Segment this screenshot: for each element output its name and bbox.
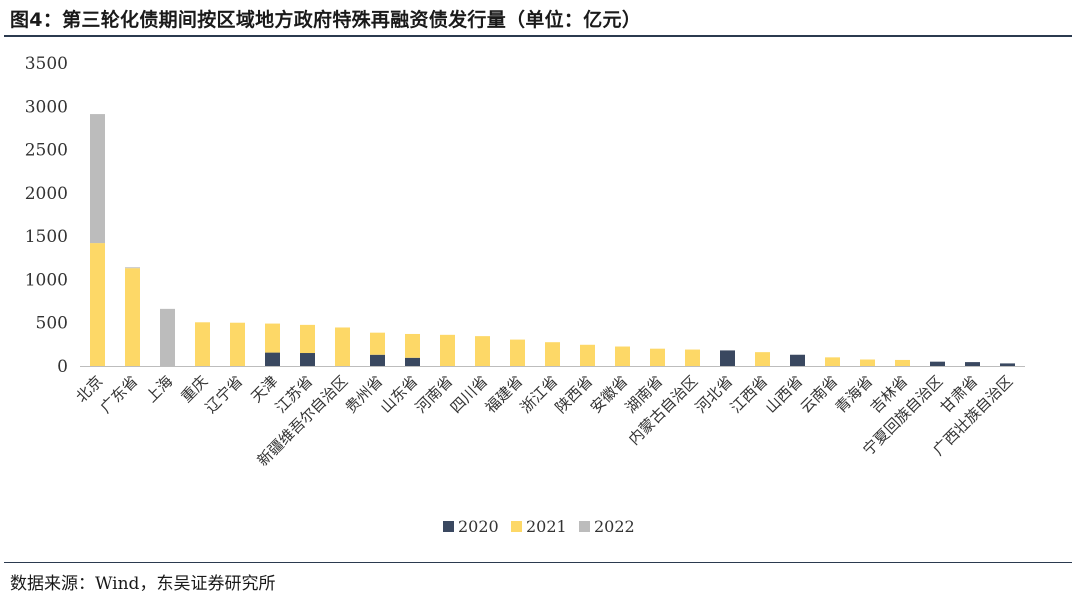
legend-label-2020: 2020 xyxy=(458,517,499,536)
bar-segment-2020 xyxy=(720,350,735,366)
bar-segment-2021 xyxy=(370,332,385,355)
x-category-label: 福建省 xyxy=(482,372,527,417)
bar-segment-2020 xyxy=(790,354,805,366)
x-category-label: 贵州省 xyxy=(342,372,387,417)
x-category-label: 上海 xyxy=(142,372,176,406)
bar-segment-2021 xyxy=(685,349,700,366)
bar-segment-2022 xyxy=(125,267,140,269)
bar-segment-2021 xyxy=(860,359,875,366)
x-category-label: 河南省 xyxy=(412,372,457,417)
y-tick-label: 0 xyxy=(57,357,68,377)
bar-segment-2021 xyxy=(755,352,770,366)
legend-swatch-2020 xyxy=(443,521,454,532)
x-category-label: 四川省 xyxy=(447,372,492,417)
bar-segment-2020 xyxy=(965,362,980,366)
y-tick-label: 2500 xyxy=(25,141,68,161)
bar-segment-2021 xyxy=(265,323,280,353)
chart-title: 图4：第三轮化债期间按区域地方政府特殊再融资债发行量（单位：亿元） xyxy=(10,9,642,31)
x-category-label: 广东省 xyxy=(97,372,142,417)
title-rule xyxy=(4,35,1072,37)
x-category-label: 江西省 xyxy=(727,372,772,417)
y-tick-label: 2000 xyxy=(25,184,68,204)
y-tick-label: 1000 xyxy=(25,270,68,290)
bar-segment-2020 xyxy=(405,357,420,366)
y-tick-label: 3000 xyxy=(25,97,68,117)
source-rule xyxy=(4,562,1072,563)
bar-segment-2021 xyxy=(475,336,490,366)
bar-segment-2020 xyxy=(1000,363,1015,366)
x-category-label: 辽宁省 xyxy=(202,372,247,417)
legend: 2020 2021 2022 xyxy=(443,517,635,536)
bar-segment-2021 xyxy=(440,334,455,366)
x-category-label: 云南省 xyxy=(797,372,842,417)
bar-segment-2021 xyxy=(825,357,840,366)
legend-swatch-2022 xyxy=(579,521,590,532)
bar-segment-2021 xyxy=(195,322,210,366)
bar-segment-2021 xyxy=(90,243,105,366)
bar-segment-2021 xyxy=(230,322,245,366)
y-tick-label: 3500 xyxy=(25,54,68,74)
bar-segment-2021 xyxy=(510,339,525,366)
legend-label-2021: 2021 xyxy=(526,517,567,536)
bar-segment-2021 xyxy=(650,348,665,366)
source-note: 数据来源：Wind，东吴证券研究所 xyxy=(10,574,276,594)
y-tick-label: 500 xyxy=(36,314,68,334)
bar-segment-2021 xyxy=(580,344,595,366)
bar-segment-2021 xyxy=(545,342,560,366)
bar-segment-2020 xyxy=(300,353,315,366)
bar-segment-2021 xyxy=(405,333,420,358)
bar-segment-2021 xyxy=(335,327,350,366)
bar-segment-2022 xyxy=(90,114,105,244)
bar-segment-2020 xyxy=(370,354,385,366)
bars xyxy=(90,114,1015,366)
bar-segment-2021 xyxy=(125,268,140,366)
x-category-label: 青海省 xyxy=(832,372,877,417)
x-category-label: 山东省 xyxy=(377,372,422,417)
legend-swatch-2021 xyxy=(511,521,522,532)
bar-segment-2022 xyxy=(160,308,175,366)
x-category-label: 安徽省 xyxy=(587,372,632,417)
bar-segment-2020 xyxy=(930,361,945,366)
x-category-label: 浙江省 xyxy=(517,372,562,417)
y-tick-label: 1500 xyxy=(25,227,68,247)
legend-label-2022: 2022 xyxy=(594,517,635,536)
bar-segment-2021 xyxy=(895,359,910,366)
x-category-label: 陕西省 xyxy=(552,372,597,417)
bar-segment-2021 xyxy=(300,324,315,354)
bar-segment-2021 xyxy=(615,346,630,366)
y-axis: 0 500 1000 1500 2000 2500 3000 3500 xyxy=(25,54,68,377)
bar-segment-2020 xyxy=(265,352,280,366)
x-category-label: 山西省 xyxy=(762,372,807,417)
x-category-label: 河北省 xyxy=(692,372,737,417)
